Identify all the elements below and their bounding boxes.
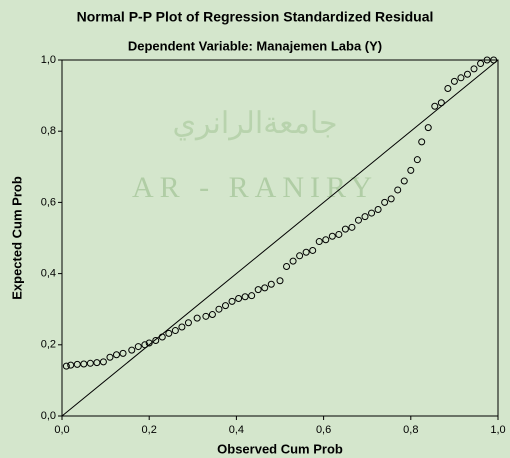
watermark: جامعةالرانري (172, 107, 337, 141)
chart: جامعةالرانري AR - RANIRY Normal P-P Plot… (0, 0, 510, 458)
x-tick-label: 0,2 (142, 424, 157, 436)
chart-subtitle: Dependent Variable: Manajemen Laba (Y) (128, 38, 382, 53)
y-tick-label: 0,4 (41, 268, 56, 280)
y-axis-label: Expected Cum Prob (9, 176, 24, 300)
x-tick-label: 0,6 (316, 424, 331, 436)
y-tick-label: 0,6 (41, 196, 56, 208)
y-tick-label: 1,0 (41, 54, 56, 66)
x-tick-label: 1,0 (490, 424, 505, 436)
x-tick-label: 0,8 (403, 424, 418, 436)
x-tick-label: 0,4 (229, 424, 244, 436)
y-tick-label: 0,0 (41, 410, 56, 422)
x-tick-label: 0,0 (54, 424, 69, 436)
y-tick-label: 0,2 (41, 339, 56, 351)
watermark: AR - RANIRY (132, 171, 378, 204)
background (0, 0, 510, 458)
x-axis-label: Observed Cum Prob (217, 441, 343, 456)
chart-title: Normal P-P Plot of Regression Standardiz… (77, 9, 434, 25)
y-tick-label: 0,8 (41, 125, 56, 137)
